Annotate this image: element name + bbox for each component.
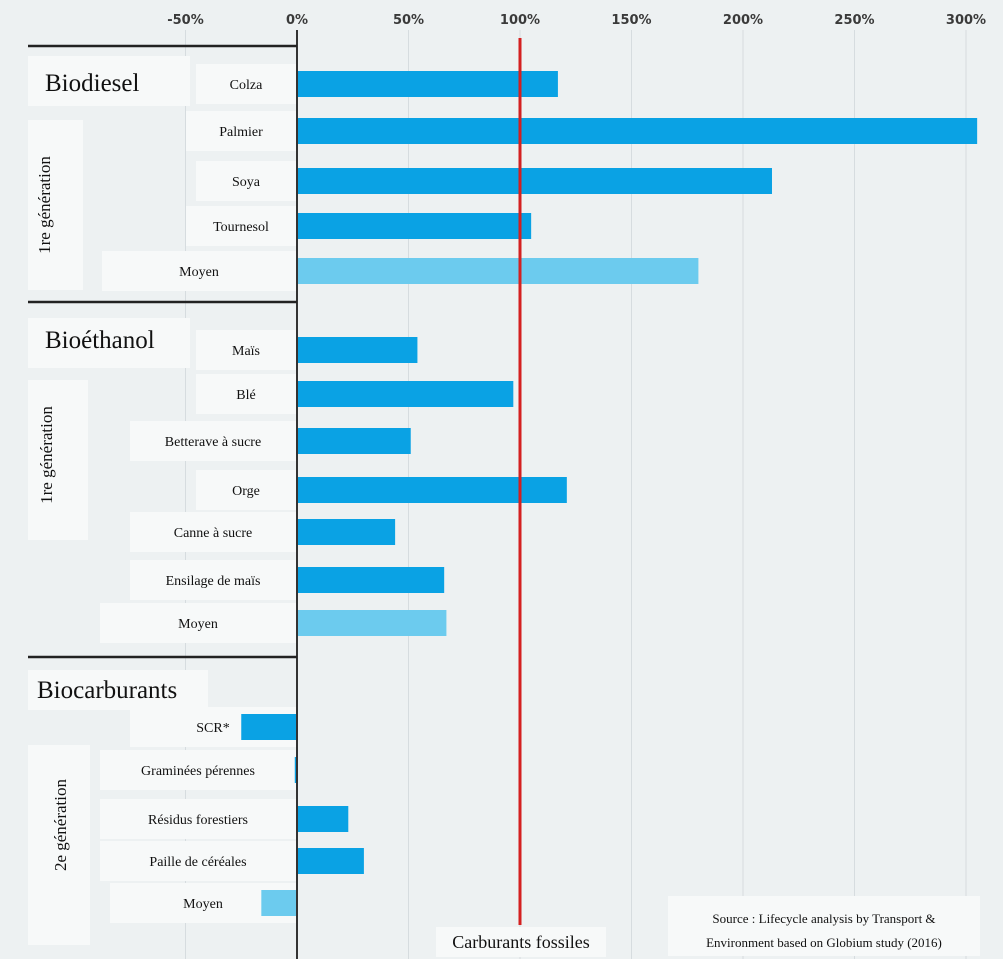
x-tick-label: 100% (500, 13, 540, 28)
group-title: Bioéthanol (45, 327, 155, 354)
fossil-label-box (436, 927, 606, 957)
group-title: Biodiesel (45, 70, 139, 97)
category-label: Moyen (179, 265, 219, 280)
category-label: Colza (230, 78, 263, 93)
x-tick-label: 200% (723, 13, 763, 28)
category-label-box (196, 161, 296, 201)
generation-label: 2e génération (51, 778, 70, 871)
category-label-box (186, 206, 296, 246)
bar (297, 168, 772, 194)
bar (297, 848, 364, 874)
category-label-box (130, 560, 296, 600)
source-line-1: Source : Lifecycle analysis by Transport… (712, 911, 935, 926)
category-label-box (196, 470, 296, 510)
bar (297, 258, 699, 284)
category-label-box (102, 251, 296, 291)
bar (297, 213, 532, 239)
bar (297, 71, 558, 97)
bar (241, 714, 297, 740)
category-label: Résidus forestiers (148, 813, 248, 828)
bar (297, 806, 349, 832)
category-label-box (196, 64, 296, 104)
category-label-box (100, 603, 296, 643)
category-label-box (100, 799, 296, 839)
category-label-box (130, 512, 296, 552)
bar (297, 381, 514, 407)
generation-label: 1re génération (35, 156, 54, 254)
category-label: Betterave à sucre (165, 435, 261, 450)
category-label: Palmier (219, 125, 263, 140)
bar (297, 428, 411, 454)
category-label: Graminées pérennes (141, 764, 255, 779)
category-labels: Colza Palmier Soya Tournesol Moyen Maïs Blé Bet… (100, 64, 296, 923)
category-label-box (100, 841, 296, 881)
category-label-box (186, 111, 296, 151)
bar (297, 519, 396, 545)
x-tick-label: 150% (611, 13, 651, 28)
x-tick-label: -50% (167, 13, 204, 28)
category-label: Moyen (178, 617, 218, 632)
x-axis-ticks: -50% 0% 50% 100% 150% 200% 250% 300% (167, 13, 986, 28)
group-header-box (28, 670, 208, 710)
category-label: Canne à sucre (174, 526, 253, 541)
category-label-box (196, 374, 296, 414)
bars (241, 71, 978, 916)
x-tick-label: 250% (834, 13, 874, 28)
bar (297, 477, 567, 503)
generation-box (28, 120, 83, 290)
category-label: Paille de céréales (149, 855, 246, 870)
x-tick-label: 0% (286, 13, 308, 28)
bar (297, 610, 447, 636)
category-label-box (196, 330, 296, 370)
group-title: Biocarburants (37, 677, 177, 704)
bar (297, 567, 445, 593)
group-headers: Biodiesel 1re génération Bioéthanol 1re gén… (28, 44, 297, 945)
category-label: Orge (232, 484, 260, 499)
fossil-label: Carburants fossiles (452, 932, 589, 952)
category-label: Blé (236, 388, 255, 403)
category-label: Maïs (232, 344, 260, 359)
category-label-box (100, 750, 296, 790)
bar (261, 890, 297, 916)
x-tick-label: 50% (393, 13, 424, 28)
source-box (668, 896, 980, 956)
category-label: SCR* (196, 721, 229, 736)
source-line-2: Environment based on Globium study (2016… (706, 935, 942, 950)
category-label: Tournesol (213, 220, 269, 235)
category-label: Moyen (183, 897, 223, 912)
group-header-box (28, 318, 190, 368)
category-label: Ensilage de maïs (166, 574, 261, 589)
x-tick-label: 300% (946, 13, 986, 28)
generation-label: 1re génération (37, 406, 56, 504)
generation-box (28, 380, 88, 540)
category-label: Soya (232, 175, 261, 190)
generation-box (28, 745, 90, 945)
bar (294, 757, 297, 783)
group-header-box (28, 56, 190, 106)
category-label-box (130, 421, 296, 461)
bar (297, 118, 978, 144)
bar (297, 337, 418, 363)
